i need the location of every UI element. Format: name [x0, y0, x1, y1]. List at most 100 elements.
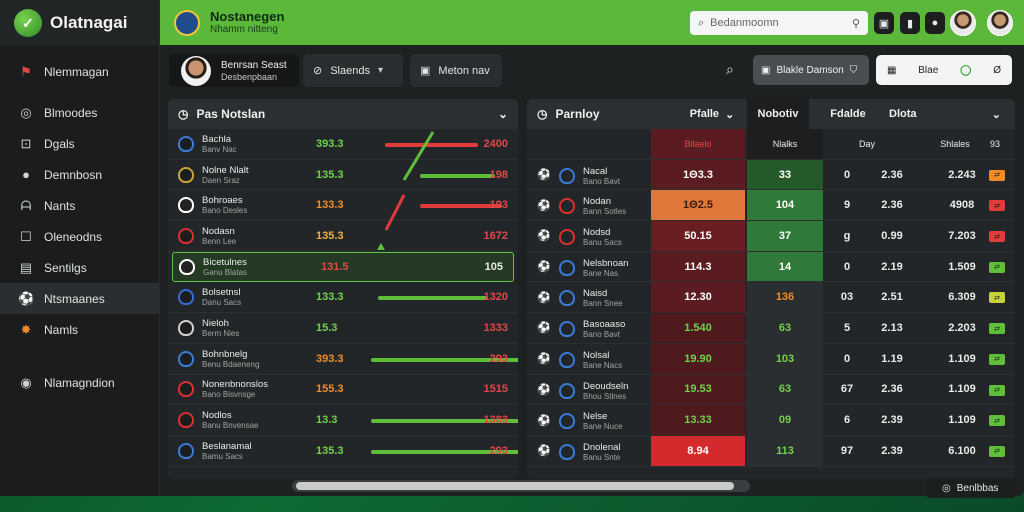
- row-value: 135.3: [316, 168, 344, 181]
- controls-grid-icon[interactable]: ▦: [886, 64, 897, 76]
- table-row[interactable]: ⚽ Nelsbnoan Bane Nas 114.3 14 0 2.19 1.5…: [527, 251, 1015, 283]
- ball-icon: ⚽: [537, 291, 551, 304]
- table-row[interactable]: ⚽ Nacal Bano Bavt 1Θ3.3 33 0 2.36 2.243 …: [527, 159, 1015, 191]
- stat-cell: 09: [747, 405, 823, 435]
- column-header-pfalle[interactable]: Pfalle ⌄: [679, 99, 745, 129]
- team-crest-icon: [559, 351, 575, 368]
- toolbar-controls: ▦ Blae ◯ Ø: [876, 55, 1012, 85]
- sidebar-item-5[interactable]: ☐ Oleneodns: [0, 221, 159, 252]
- table-row[interactable]: Nodasn Benn Lee 135.3 1672: [168, 221, 518, 252]
- sidebar-item-label: Nlamagndion: [44, 375, 115, 390]
- player-name: Nelsbnoan: [583, 257, 629, 269]
- team-crest-icon: [559, 413, 575, 430]
- table-row[interactable]: ⚽ Nelse Bane Nuce 13.33 09 6 2.39 1.109 …: [527, 405, 1015, 436]
- controls-label[interactable]: Blae: [918, 64, 939, 76]
- table-row[interactable]: ⚽ Dnolenal Banu Snte 8.94 113 97 2.39 6.…: [527, 435, 1015, 467]
- search-submit-icon[interactable]: ⚲: [851, 17, 860, 30]
- col-label: Parnloy: [555, 107, 600, 121]
- stat-cell: 1.109: [948, 383, 976, 396]
- toolbar-search-icon[interactable]: ⌕: [726, 61, 734, 77]
- toolbar-dropdown-2[interactable]: ▣ Meton nav: [410, 54, 502, 87]
- team-name: Bicetulnes: [203, 257, 247, 269]
- table-row[interactable]: Bohroaes Bano Desles 133.3 193: [168, 190, 518, 222]
- toolbar-dropdown-2-label: Meton nav: [438, 64, 490, 77]
- column-header-dlota[interactable]: Dlota ⌄: [877, 99, 1015, 129]
- header-button-3[interactable]: ●: [925, 12, 945, 34]
- column-header-player[interactable]: ◷ Parnloy: [527, 107, 745, 121]
- table-row[interactable]: Bohnbnelg Benu Bdaeneng 393.3 293: [168, 344, 518, 375]
- row-value: 133.3: [316, 291, 344, 304]
- stat-cell: 2.36: [881, 383, 903, 396]
- sidebar-item-1[interactable]: ◎ Blmoodes: [0, 97, 159, 128]
- team-crest-icon: [559, 167, 575, 184]
- avatar-secondary[interactable]: [987, 10, 1013, 36]
- column-header-fdalde[interactable]: Fdalde: [823, 99, 873, 129]
- player-name: Basoaaso: [583, 319, 626, 331]
- sidebar-item-label: Ntsmaanes: [44, 291, 105, 306]
- shield-icon: ⛉: [849, 64, 858, 76]
- profile-card[interactable]: Benrsan Seast Desbenpbaan: [169, 54, 299, 87]
- table-row[interactable]: Nonenbnonslos Bano Bisvnsge 155.3 1515: [168, 375, 518, 406]
- team-logo-icon: [174, 9, 200, 36]
- player-sub: Bann Snee: [583, 299, 623, 309]
- table-row[interactable]: ⚽ Naisd Bann Snee 12.30 136 03 2.51 6.30…: [527, 282, 1015, 314]
- table-row[interactable]: ⚽ Nodan Bann Sotles 1Θ2.5 104 9 2.36 490…: [527, 190, 1015, 222]
- app-window: ✓ Olatnagai ⚑ Nlemmagan ◎ Blmoodes ⊡ Dgals …: [0, 0, 1024, 498]
- team-crest-icon: [178, 289, 194, 306]
- table-row[interactable]: Nodlos Banu Bnvensae 13.3 1383: [168, 405, 518, 436]
- header-button-2[interactable]: ▮: [900, 12, 920, 34]
- table-row[interactable]: ⚽ Nolsal Bane Nacs 19.90 103 0 1.19 1.10…: [527, 343, 1015, 375]
- app-logo-icon: ✓: [14, 9, 42, 37]
- sidebar-item-9[interactable]: ◉ Nlamagndion: [0, 367, 159, 398]
- sidebar-item-0[interactable]: ⚑ Nlemmagan: [0, 56, 159, 87]
- table-row[interactable]: Bolsetnsl Danu Sacs 133.3 1320: [168, 282, 518, 314]
- ball-icon: ⚽: [537, 445, 551, 458]
- table-row[interactable]: Bachla Banv Nac 393.3 2400: [168, 129, 518, 160]
- sidebar-item-3[interactable]: ● Demnbosn: [0, 159, 159, 190]
- scrollbar-thumb[interactable]: [296, 482, 734, 490]
- search-input[interactable]: ⌕ Bedanmoomn ⚲: [690, 11, 868, 35]
- stat-cell: 1Θ3.3: [651, 159, 745, 190]
- table-row[interactable]: ⚽ Basoaaso Bano Bavt 1.540 63 5 2.13 2.2…: [527, 313, 1015, 344]
- player-sub: Bane Nas: [583, 268, 619, 278]
- stat-cell: 0.99: [881, 229, 903, 242]
- chevron-down-icon: ▾: [377, 65, 384, 76]
- avatar[interactable]: [950, 10, 976, 36]
- filter-icon: ▣: [761, 64, 771, 76]
- table-row[interactable]: ⚽ Deoudseln Bhou Stlnes 19.53 63 67 2.36…: [527, 374, 1015, 406]
- table-row[interactable]: Bicetulnes Ganu Blatas 131.5 105: [172, 251, 514, 283]
- sidebar-item-2[interactable]: ⊡ Dgals: [0, 128, 159, 159]
- clock-icon: ◷: [537, 107, 548, 121]
- sidebar-item-4[interactable]: ᗩ Nants: [0, 190, 159, 221]
- team-sub: Bano Desles: [202, 206, 248, 216]
- sidebar-item-label: Nlemmagan: [44, 64, 109, 79]
- table-row[interactable]: Nieloh Berm Nies 15.3 1333: [168, 313, 518, 344]
- table-row[interactable]: Nolne Nlalt Daen Sraz 135.3 198: [168, 160, 518, 191]
- stat-cell: 14: [747, 251, 823, 282]
- row-right-value: 1515: [483, 383, 508, 396]
- ball-icon: ⚽: [537, 261, 551, 274]
- stat-cell: 113: [747, 435, 823, 466]
- sidebar-item-7[interactable]: ⚽ Ntsmaanes: [0, 283, 159, 314]
- toolbar-filter-pill[interactable]: ▣ Blakle Damson ⛉: [753, 55, 869, 85]
- profile-avatar: [181, 55, 211, 86]
- sidebar-item-6[interactable]: ▤ Sentilgs: [0, 252, 159, 283]
- row-value: 135.3: [316, 444, 344, 457]
- column-header-nobotiv[interactable]: Nobotiv: [747, 99, 809, 129]
- team-crest-icon: [178, 166, 194, 183]
- horizontal-scrollbar[interactable]: [292, 480, 750, 492]
- chevron-down-icon[interactable]: ⌄: [497, 107, 508, 121]
- team-crest-icon: [179, 259, 195, 276]
- toggle-icon[interactable]: ◯: [960, 64, 972, 76]
- team-crest-icon: [178, 442, 194, 459]
- header-button-1[interactable]: ▣: [874, 12, 894, 34]
- row-value: 155.3: [316, 383, 344, 396]
- footer-button[interactable]: ◎ Benlbbas: [926, 478, 1016, 498]
- settings-icon[interactable]: Ø: [993, 64, 1002, 76]
- team-name: Bohnbnelg: [202, 348, 248, 360]
- table-row[interactable]: Beslanamal Bamu Sacs 135.3 293: [168, 436, 518, 467]
- toolbar-dropdown-1[interactable]: ⊘ Slaends ▾: [303, 54, 403, 87]
- sidebar-item-8[interactable]: ✸ Namls: [0, 314, 159, 345]
- table-row[interactable]: ⚽ Nodsd Banu Sacs 50.15 37 g 0.99 7.203 …: [527, 221, 1015, 252]
- row-value: 393.3: [316, 352, 344, 365]
